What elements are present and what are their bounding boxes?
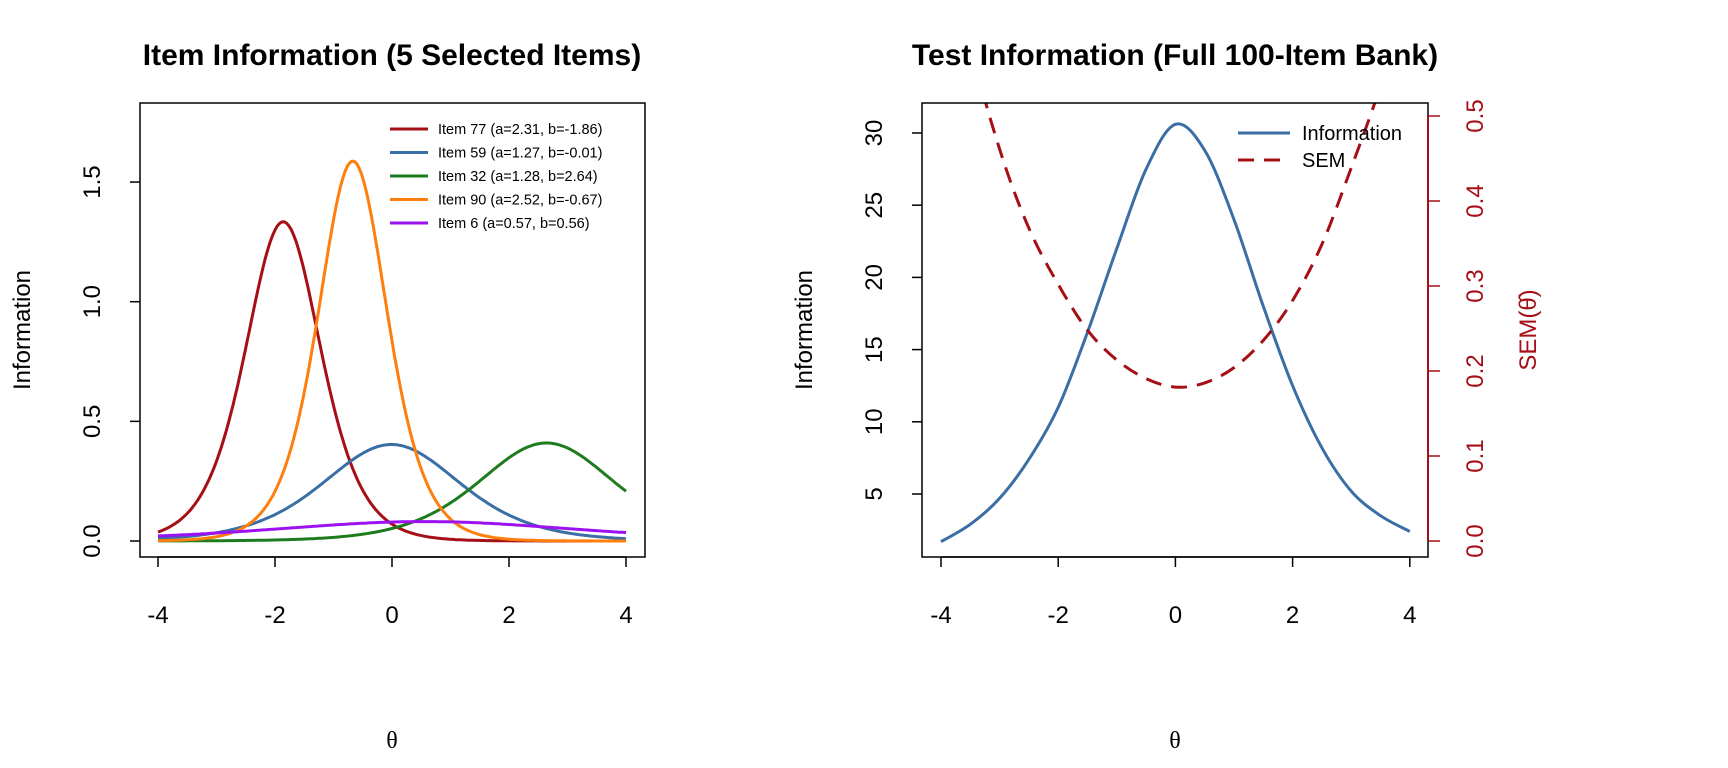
item-information-curve bbox=[157, 520, 627, 538]
x-tick-label: 0 bbox=[385, 602, 398, 629]
x-tick-label: 4 bbox=[619, 602, 632, 629]
item-information-curve bbox=[158, 441, 627, 543]
item-information-curve bbox=[157, 443, 627, 541]
y-tick-label: 0.5 bbox=[79, 405, 106, 438]
x-tick-label: 2 bbox=[1286, 602, 1299, 629]
sem-tick-label: 0.5 bbox=[1462, 99, 1489, 132]
x-tick-label: -4 bbox=[930, 602, 951, 629]
y-tick-label: 10 bbox=[861, 408, 888, 435]
legend-entry: Item 6 (a=0.57, b=0.56) bbox=[438, 216, 590, 232]
left-y-axis-label: Information bbox=[9, 270, 36, 390]
right-chart-title: Test Information (Full 100-Item Bank) bbox=[912, 39, 1438, 72]
right-secondary-y-axis-label: SEM(θ̂) bbox=[1515, 289, 1542, 370]
x-tick-label: 4 bbox=[1403, 602, 1416, 629]
right-y-axis-label: Information bbox=[791, 270, 818, 390]
right-y-axis: 5 10 15 20 25 30 bbox=[861, 120, 922, 501]
y-tick-label: 1.5 bbox=[79, 165, 106, 198]
right-plot-box bbox=[921, 102, 1429, 558]
legend-entry: Item 59 (a=1.27, b=-0.01) bbox=[438, 146, 602, 162]
legend-entry: Item 90 (a=2.52, b=-0.67) bbox=[438, 193, 602, 209]
x-tick-label: -2 bbox=[1048, 602, 1069, 629]
sem-tick-label: 0.1 bbox=[1462, 439, 1489, 472]
left-x-axis: -4 -2 0 2 4 bbox=[147, 556, 633, 629]
sem-tick-label: 0.3 bbox=[1462, 269, 1489, 302]
legend-entry: Item 32 (a=1.28, b=2.64) bbox=[438, 169, 598, 185]
left-y-axis: 0.0 0.5 1.0 1.5 bbox=[79, 165, 140, 558]
y-tick-label: 15 bbox=[861, 336, 888, 363]
y-tick-label: 0.0 bbox=[79, 524, 106, 557]
sem-curve bbox=[984, 103, 1377, 389]
right-x-axis-label: θ bbox=[1169, 728, 1181, 754]
y-tick-label: 1.0 bbox=[79, 285, 106, 318]
right-secondary-y-axis: 0.0 0.1 0.2 0.3 0.4 0.5 bbox=[1427, 99, 1489, 558]
legend-entry: Item 77 (a=2.31, b=-1.86) bbox=[438, 122, 602, 138]
x-tick-label: 2 bbox=[502, 602, 515, 629]
test-information-curve bbox=[940, 122, 1411, 543]
left-chart-title: Item Information (5 Selected Items) bbox=[143, 39, 641, 72]
left-series bbox=[157, 159, 627, 543]
right-series bbox=[940, 103, 1411, 543]
item-information-curve bbox=[157, 220, 626, 543]
y-tick-label: 20 bbox=[861, 264, 888, 291]
y-tick-label: 30 bbox=[861, 120, 888, 147]
sem-tick-label: 0.4 bbox=[1462, 184, 1489, 217]
right-x-axis: -4 -2 0 2 4 bbox=[930, 556, 1416, 629]
sem-tick-label: 0.0 bbox=[1462, 524, 1489, 557]
right-legend: Information SEM bbox=[1238, 123, 1402, 172]
x-tick-label: -2 bbox=[264, 602, 285, 629]
y-tick-label: 5 bbox=[861, 487, 888, 500]
y-tick-label: 25 bbox=[861, 192, 888, 219]
legend-entry: Information bbox=[1302, 123, 1402, 145]
left-legend: Item 77 (a=2.31, b=-1.86) Item 59 (a=1.27… bbox=[390, 122, 602, 232]
x-tick-label: 0 bbox=[1169, 602, 1182, 629]
x-tick-label: -4 bbox=[147, 602, 168, 629]
left-x-axis-label: θ bbox=[386, 728, 398, 754]
legend-entry: SEM bbox=[1302, 150, 1345, 172]
sem-tick-label: 0.2 bbox=[1462, 354, 1489, 387]
